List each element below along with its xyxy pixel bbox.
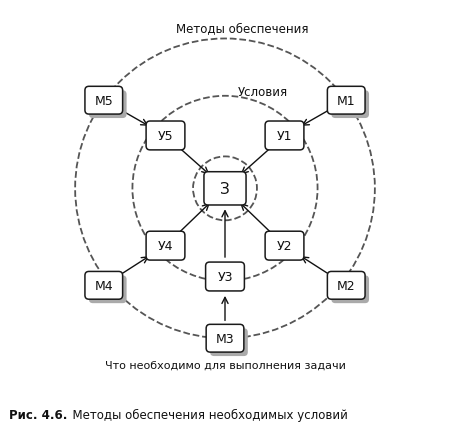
Text: Методы обеспечения необходимых условий: Методы обеспечения необходимых условий bbox=[65, 408, 348, 421]
Text: У2: У2 bbox=[277, 240, 292, 252]
Text: М4: М4 bbox=[94, 279, 113, 292]
Text: М5: М5 bbox=[94, 95, 113, 108]
FancyBboxPatch shape bbox=[204, 172, 246, 206]
Text: У3: У3 bbox=[217, 270, 233, 283]
Text: Методы обеспечения: Методы обеспечения bbox=[176, 22, 309, 35]
Text: М3: М3 bbox=[216, 332, 234, 345]
FancyBboxPatch shape bbox=[327, 87, 365, 115]
FancyBboxPatch shape bbox=[331, 276, 369, 304]
FancyBboxPatch shape bbox=[206, 262, 244, 291]
Text: У1: У1 bbox=[277, 130, 292, 143]
FancyBboxPatch shape bbox=[265, 122, 304, 150]
FancyBboxPatch shape bbox=[327, 272, 365, 300]
FancyBboxPatch shape bbox=[265, 232, 304, 261]
FancyBboxPatch shape bbox=[206, 325, 244, 352]
Text: У4: У4 bbox=[158, 240, 173, 252]
Text: Условия: Условия bbox=[238, 86, 288, 98]
FancyBboxPatch shape bbox=[331, 91, 369, 119]
Text: З: З bbox=[220, 181, 230, 197]
Text: У5: У5 bbox=[158, 130, 173, 143]
Text: Рис. 4.6.: Рис. 4.6. bbox=[9, 408, 68, 421]
FancyBboxPatch shape bbox=[85, 87, 123, 115]
Text: М2: М2 bbox=[337, 279, 356, 292]
Text: Что необходимо для выполнения задачи: Что необходимо для выполнения задачи bbox=[104, 360, 346, 370]
Text: М1: М1 bbox=[337, 95, 356, 108]
FancyBboxPatch shape bbox=[146, 122, 185, 150]
FancyBboxPatch shape bbox=[89, 276, 126, 304]
FancyBboxPatch shape bbox=[210, 329, 248, 356]
FancyBboxPatch shape bbox=[85, 272, 123, 300]
FancyBboxPatch shape bbox=[146, 232, 185, 261]
FancyBboxPatch shape bbox=[89, 91, 126, 119]
